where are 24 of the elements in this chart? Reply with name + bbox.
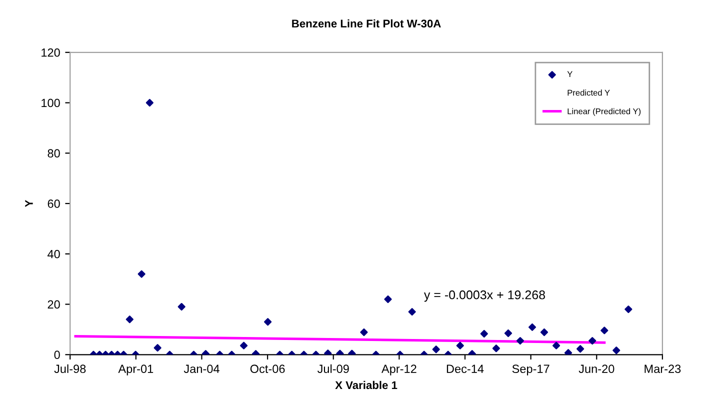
chart-title: Benzene Line Fit Plot W-30A <box>292 19 441 28</box>
x-tick-label: Jul-98 <box>54 364 86 374</box>
y-tick-label: 40 <box>48 250 60 258</box>
x-tick-label: Jan-04 <box>184 364 220 374</box>
x-tick-label: Mar-23 <box>644 364 681 374</box>
x-tick-label: Apr-01 <box>118 364 154 376</box>
x-axis-title: X Variable 1 <box>335 380 398 390</box>
y-tick-label: 80 <box>48 149 60 158</box>
y-tick-label: 100 <box>42 98 60 108</box>
y-tick-label: 0 <box>54 350 60 360</box>
y-axis-title: Y <box>25 200 33 208</box>
legend-label: Y <box>567 71 572 77</box>
y-tick-label: 20 <box>48 300 60 309</box>
legend-label: Linear (Predicted Y) <box>568 108 641 116</box>
y-tick-label: 60 <box>48 200 60 208</box>
x-tick-label: Jun-20 <box>578 364 614 374</box>
text: Predicted Y <box>568 90 610 96</box>
x-tick-label: Jul-09 <box>317 364 349 374</box>
x-tick-label: Oct-06 <box>250 364 285 374</box>
x-tick-label: Dec-14 <box>446 364 484 374</box>
y-tick-label: 120 <box>42 48 60 57</box>
x-tick-label: Apr-12 <box>381 364 416 376</box>
x-tick-label: Sep-17 <box>512 364 550 376</box>
annotation: y = -0.0003x + 19.268 <box>424 290 546 302</box>
